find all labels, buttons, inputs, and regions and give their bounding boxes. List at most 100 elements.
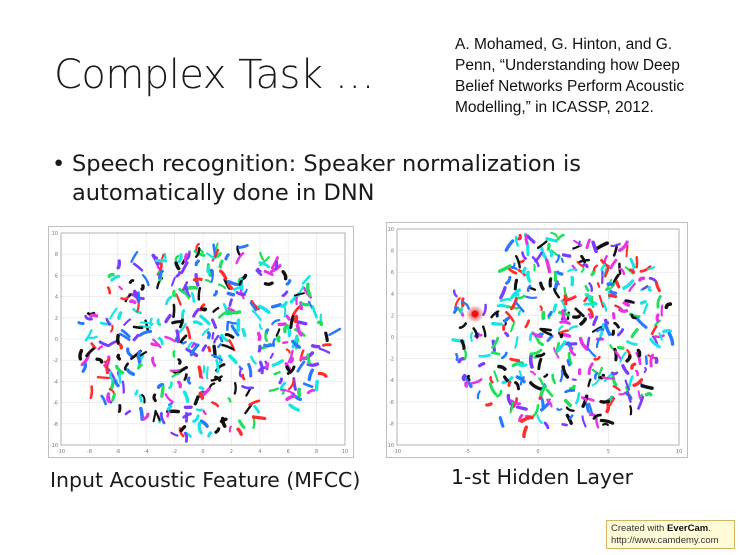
x-tick-label: 10 — [342, 449, 348, 455]
scatter-point — [236, 427, 243, 436]
scatter-point — [218, 259, 224, 269]
scatter-point — [109, 380, 115, 392]
scatter-point — [195, 408, 203, 412]
scatter-point — [531, 332, 543, 338]
scatter-point — [469, 331, 474, 342]
scatter-point — [271, 359, 284, 367]
scatter-point — [647, 266, 656, 271]
scatter-point — [228, 298, 233, 307]
scatter-point — [292, 377, 297, 391]
scatter-point — [628, 375, 634, 388]
scatter-point — [257, 344, 262, 353]
scatter-point — [253, 404, 260, 414]
scatter-point — [288, 356, 294, 364]
scatter-point — [574, 307, 585, 318]
scatter-point — [198, 248, 204, 254]
scatter-point — [212, 344, 217, 358]
scatter-point — [292, 305, 301, 316]
x-tick-label: 8 — [315, 449, 318, 455]
scatter-point — [172, 289, 177, 298]
scatter-point — [613, 321, 620, 329]
scatter-point — [643, 366, 647, 374]
scatter-point — [109, 370, 114, 381]
scatter-point — [200, 307, 208, 312]
scatter-point — [556, 233, 565, 242]
scatter-point — [608, 293, 618, 299]
y-tick-label: -10 — [50, 443, 58, 449]
scatter-point — [140, 284, 145, 291]
watermark-url[interactable]: http://www.camdemy.com — [611, 535, 719, 546]
scatter-point — [506, 393, 513, 406]
scatter-point — [255, 269, 263, 276]
scatter-point — [235, 290, 246, 297]
scatter-point — [521, 251, 527, 260]
scatter-point — [485, 402, 493, 407]
scatter-point — [111, 392, 116, 402]
scatter-point — [639, 265, 652, 273]
scatter-point — [228, 425, 233, 433]
scatter-point — [647, 285, 652, 292]
scatter-point — [515, 375, 526, 384]
scatter-point — [236, 245, 242, 257]
scatter-point — [605, 402, 611, 414]
x-tick-label: 10 — [676, 449, 682, 455]
scatter-point — [256, 331, 262, 342]
scatter-point — [177, 253, 183, 264]
scatter-point — [107, 340, 118, 347]
scatter-point — [662, 328, 672, 334]
scatter-point — [144, 319, 150, 332]
scatter-point — [581, 415, 587, 428]
scatter-point — [511, 262, 516, 269]
scatter-point — [118, 343, 124, 350]
scatter-point — [278, 377, 284, 385]
scatter-point — [515, 255, 521, 269]
bullet-text: Speech recognition: Speaker normalizatio… — [72, 150, 581, 208]
scatter-point — [245, 387, 252, 397]
scatter-point — [281, 270, 288, 281]
scatter-point — [118, 285, 123, 291]
x-tick-label: 5 — [607, 449, 610, 455]
scatter-point — [614, 350, 622, 360]
scatter-point — [306, 356, 311, 364]
scatter-point — [572, 314, 581, 319]
scatter-point — [120, 329, 131, 338]
scatter-point — [568, 346, 577, 357]
scatter-point — [477, 361, 486, 368]
evercam-watermark[interactable]: Created with EverCam. http://www.camdemy… — [606, 520, 735, 549]
scatter-point — [241, 327, 247, 338]
scatter-point — [142, 412, 150, 421]
scatter-point — [116, 259, 121, 270]
left-plot-caption: Input Acoustic Feature (MFCC) — [50, 468, 361, 492]
scatter-point — [482, 303, 487, 317]
scatter-point — [524, 234, 529, 245]
scatter-point — [466, 374, 471, 381]
scatter-point — [565, 406, 575, 412]
scatter-point — [617, 345, 625, 350]
scatter-point — [259, 251, 265, 261]
y-tick-label: 10 — [388, 227, 394, 233]
citation: A. Mohamed, G. Hinton, and G. Penn, “Und… — [455, 34, 730, 118]
scatter-point — [181, 340, 187, 345]
scatter-point — [536, 338, 544, 347]
scatter-point — [556, 407, 563, 411]
scatter-point — [110, 274, 121, 282]
scatter-point — [505, 311, 515, 323]
scatter-point — [226, 291, 236, 297]
scatter-point — [307, 368, 315, 382]
scatter-point — [630, 362, 637, 370]
scatter-point — [167, 402, 174, 406]
x-tick-label: 4 — [258, 449, 261, 455]
x-tick-label: -10 — [57, 449, 65, 455]
scatter-point — [317, 371, 328, 378]
scatter-point — [641, 285, 649, 291]
watermark-line: Created with EverCam. — [611, 523, 730, 535]
citation-line: Modelling,” in ICASSP, 2012. — [455, 99, 654, 116]
scatter-point — [596, 282, 601, 288]
scatter-point — [544, 258, 552, 274]
scatter-point — [498, 416, 505, 428]
scatter-point — [514, 301, 525, 313]
scatter-point — [529, 348, 543, 356]
scatter-point — [611, 329, 615, 336]
scatter-point — [535, 352, 546, 358]
scatter-point — [138, 325, 152, 329]
